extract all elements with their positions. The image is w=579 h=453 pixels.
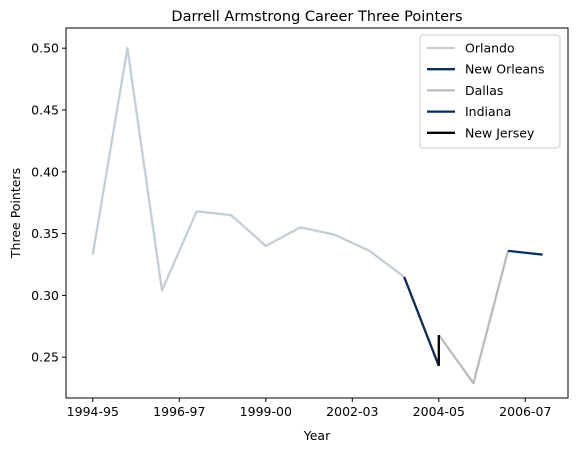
legend-label-new-jersey: New Jersey — [465, 125, 535, 140]
legend-box — [419, 34, 561, 149]
plot-frame — [65, 27, 569, 399]
x-tick-label: 1996-97 — [153, 404, 205, 419]
y-tick-label: 0.25 — [31, 350, 59, 365]
series-line-dallas — [437, 250, 510, 385]
y-tick-label: 0.45 — [31, 103, 59, 118]
series-line-orlando — [91, 47, 405, 292]
x-tick-label: 2004-05 — [413, 404, 465, 419]
legend: Orlando New Orleans Dallas Indiana New Jerse… — [419, 34, 561, 149]
x-tick-label: 1999-00 — [240, 404, 292, 419]
y-tick-label: 0.30 — [31, 288, 59, 303]
series-line-indiana — [507, 249, 543, 256]
legend-label-orlando: Orlando — [465, 41, 515, 56]
y-axis: 0.25 0.30 0.35 0.40 0.45 0.50 — [31, 41, 66, 365]
x-tick-label: 2002-03 — [326, 404, 378, 419]
x-tick-label: 1994-95 — [67, 404, 119, 419]
x-tick-label: 2006-07 — [499, 404, 551, 419]
series-line-new-orleans — [403, 276, 440, 367]
legend-label-indiana: Indiana — [465, 104, 511, 119]
y-tick-label: 0.35 — [31, 226, 59, 241]
chart-title: Darrell Armstrong Career Three Pointers — [171, 9, 462, 25]
legend-label-new-orleans: New Orleans — [465, 62, 544, 77]
y-tick-label: 0.50 — [31, 41, 59, 56]
y-tick-label: 0.40 — [31, 164, 59, 179]
legend-label-dallas: Dallas — [465, 83, 503, 98]
x-axis-label: Year — [303, 428, 331, 443]
x-axis: 1994-95 1996-97 1999-00 2002-03 2004-05 2006-… — [67, 398, 551, 419]
y-axis-label: Three Pointers — [8, 168, 23, 259]
series-layer — [91, 47, 543, 385]
